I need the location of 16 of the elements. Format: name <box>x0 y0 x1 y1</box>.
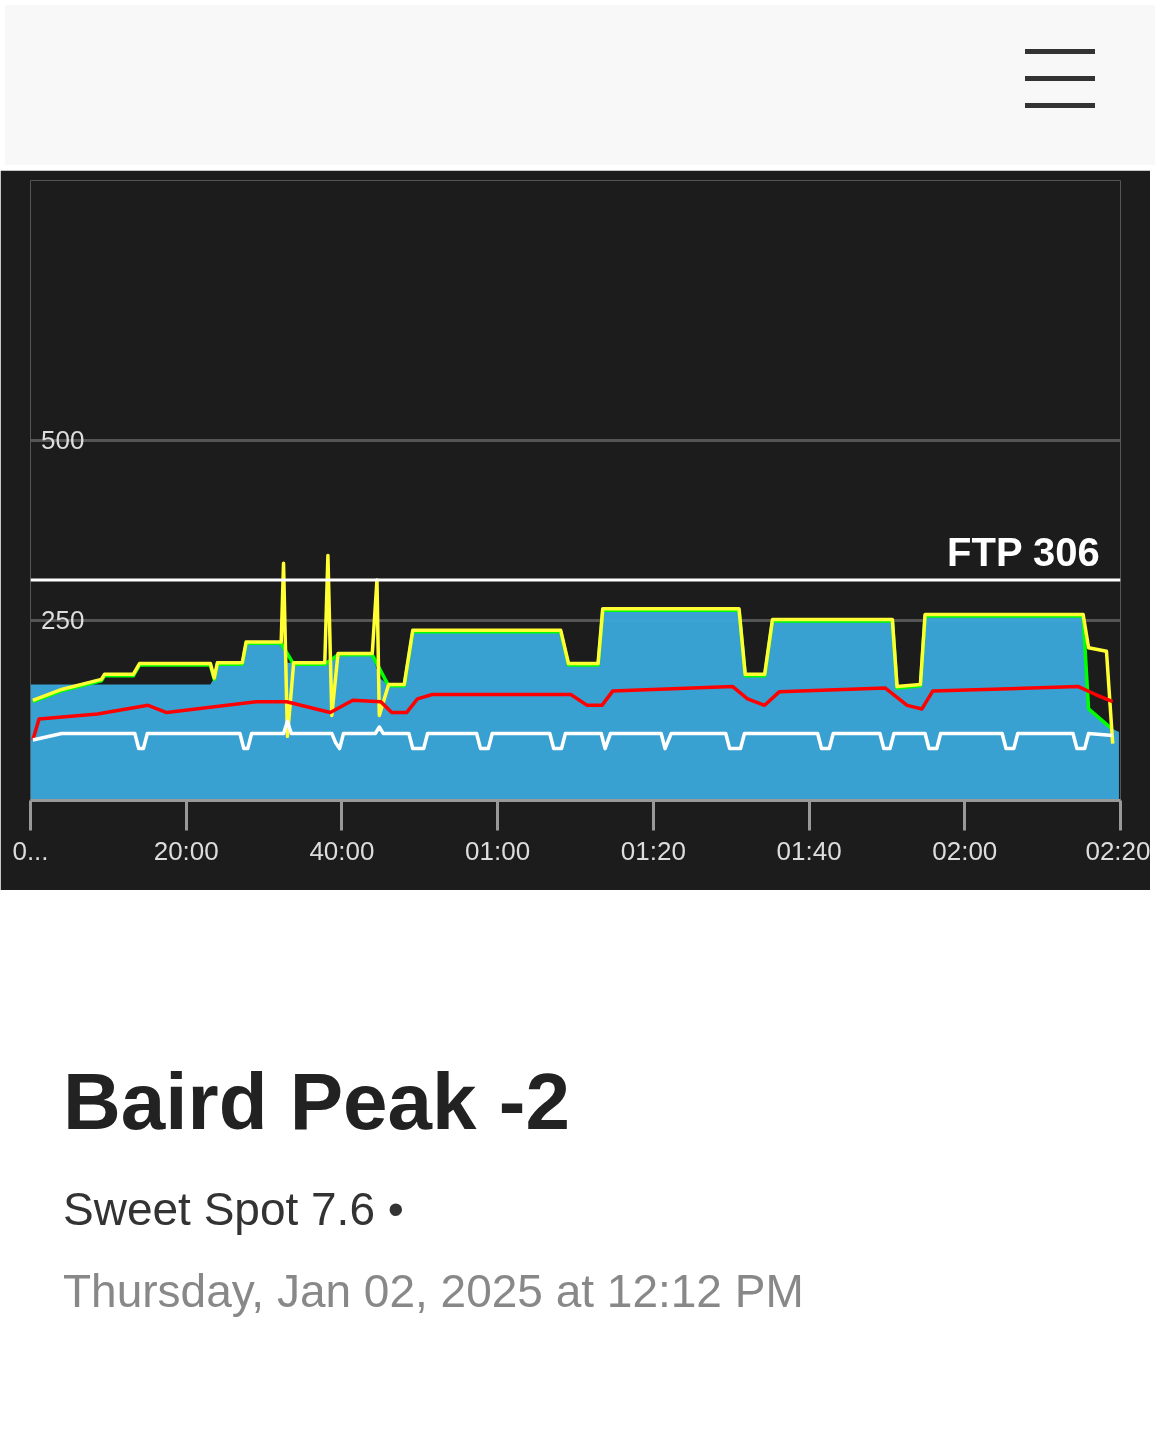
text: Baird Peak -2 <box>63 1056 571 1148</box>
text: Sweet Spot 7.6 • <box>63 1182 405 1238</box>
line-series <box>31 684 1115 742</box>
text: Thursday, Jan 02, 2025 at 12:12 PM <box>63 1264 805 1319</box>
x-tick-label: 40:00 <box>309 835 375 866</box>
x-tick-label: 02:20 <box>1085 835 1151 866</box>
x-tick-label: 01:00 <box>465 835 531 866</box>
x-tick-label: 01:40 <box>776 835 842 866</box>
x-tick-label: 02:00 <box>932 835 998 866</box>
x-tick-label: 01:20 <box>620 835 686 866</box>
y-tick-label: 500 <box>41 425 85 456</box>
line-series <box>31 719 1115 751</box>
x-tick-label: 20:00 <box>153 835 219 866</box>
ref-line-label: FTP 306 <box>947 529 1100 574</box>
y-tick-label: 250 <box>41 605 85 636</box>
x-tick-label: 0... <box>12 835 49 866</box>
